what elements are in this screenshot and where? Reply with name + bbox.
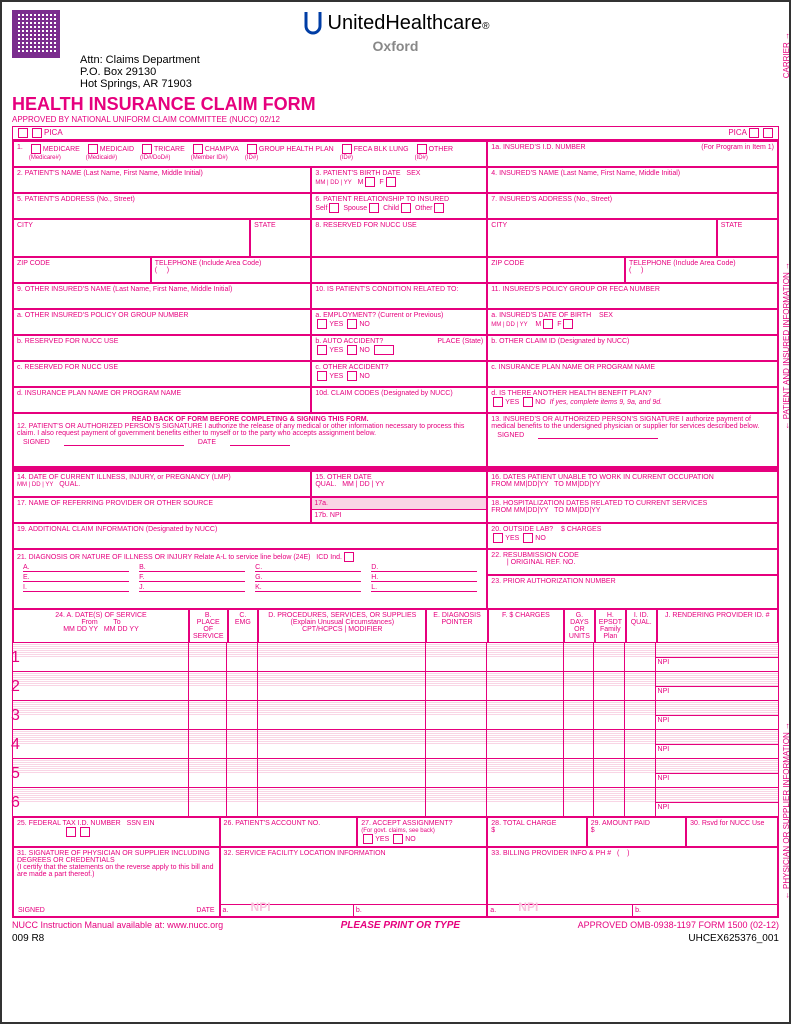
box-25[interactable]: 25. FEDERAL TAX I.D. NUMBER SSN EIN <box>13 817 220 847</box>
footer-code: UHCEX625376_001 <box>688 933 779 944</box>
box-9b: b. RESERVED FOR NUCC USE <box>13 335 311 361</box>
box-10d[interactable]: 10d. CLAIM CODES (Designated by NUCC) <box>311 387 487 413</box>
cb-medicaid[interactable] <box>88 144 98 154</box>
box-8: 8. RESERVED FOR NUCC USE <box>311 219 487 257</box>
box-5-state[interactable]: STATE <box>250 219 311 257</box>
box-14[interactable]: 14. DATE OF CURRENT ILLNESS, INJURY, or … <box>13 471 311 497</box>
box-3: 3. PATIENT'S BIRTH DATE SEX MM | DD | YY… <box>311 167 487 193</box>
h-24j: J. RENDERING PROVIDER ID. # <box>657 609 778 643</box>
claim-form-page: CARRIER → ← PATIENT AND INSURED INFORMAT… <box>0 0 791 1024</box>
box-5-city[interactable]: CITY <box>13 219 250 257</box>
box-19[interactable]: 19. ADDITIONAL CLAIM INFORMATION (Design… <box>13 523 487 549</box>
cb-group[interactable] <box>247 144 257 154</box>
box-22[interactable]: 22. RESUBMISSION CODE | ORIGINAL REF. NO… <box>487 549 778 575</box>
cb-feca[interactable] <box>342 144 352 154</box>
box-4[interactable]: 4. INSURED'S NAME (Last Name, First Name… <box>487 167 778 193</box>
box-16[interactable]: 16. DATES PATIENT UNABLE TO WORK IN CURR… <box>487 471 778 497</box>
h-24d: D. PROCEDURES, SERVICES, OR SUPPLIES(Exp… <box>258 609 426 643</box>
box-11d: d. IS THERE ANOTHER HEALTH BENEFIT PLAN?… <box>487 387 778 413</box>
box-7-tel[interactable]: TELEPHONE (Include Area Code)( ) <box>625 257 778 283</box>
box-31[interactable]: 31. SIGNATURE OF PHYSICIAN OR SUPPLIER I… <box>13 847 220 917</box>
footer-omb: APPROVED OMB-0938-1197 FORM 1500 (02-12) <box>578 920 779 931</box>
box-2[interactable]: 2. PATIENT'S NAME (Last Name, First Name… <box>13 167 311 193</box>
box-10a: a. EMPLOYMENT? (Current or Previous) YES… <box>311 309 487 335</box>
box-12: READ BACK OF FORM BEFORE COMPLETING & SI… <box>13 413 487 467</box>
box-10b: b. AUTO ACCIDENT? PLACE (State) YES NO <box>311 335 487 361</box>
box-17[interactable]: 17. NAME OF REFERRING PROVIDER OR OTHER … <box>13 497 311 523</box>
box-7-state[interactable]: STATE <box>717 219 778 257</box>
box-33[interactable]: 33. BILLING PROVIDER INFO & PH # ( ) a.N… <box>487 847 778 917</box>
h-24b: B. PLACE OF SERVICE <box>189 609 228 643</box>
mailing-address: Attn: Claims DepartmentP.O. Box 29130Hot… <box>80 54 731 90</box>
h-24a: 24. A. DATE(S) OF SERVICEFrom To MM DD Y… <box>13 609 189 643</box>
footer-print: PLEASE PRINT OR TYPE <box>341 920 460 931</box>
h-24f: F. $ CHARGES <box>488 609 565 643</box>
box-11[interactable]: 11. INSURED'S POLICY GROUP OR FECA NUMBE… <box>487 283 778 309</box>
h-24e: E. DIAGNOSIS POINTER <box>426 609 487 643</box>
box-18[interactable]: 18. HOSPITALIZATION DATES RELATED TO CUR… <box>487 497 778 523</box>
side-carrier: CARRIER → <box>782 32 791 78</box>
form-title: HEALTH INSURANCE CLAIM FORM <box>12 94 779 115</box>
cb-tricare[interactable] <box>142 144 152 154</box>
box-29[interactable]: 29. AMOUNT PAID$ <box>587 817 686 847</box>
box-10: 10. IS PATIENT'S CONDITION RELATED TO: <box>311 283 487 309</box>
service-line-3[interactable]: NPI <box>13 701 778 730</box>
box-1: 1. MEDICARE(Medicare#) MEDICAID(Medicaid… <box>13 141 487 167</box>
box-5-tel[interactable]: TELEPHONE (Include Area Code)( ) <box>151 257 312 283</box>
box-9d[interactable]: d. INSURANCE PLAN NAME OR PROGRAM NAME <box>13 387 311 413</box>
service-lines: 1NPI2NPI3NPI4NPI5NPI6NPI <box>12 643 779 817</box>
h-24i: I. ID. QUAL. <box>626 609 657 643</box>
brand-sub: Oxford <box>60 38 731 54</box>
footer-rev: 009 R8 <box>12 933 44 944</box>
service-line-6[interactable]: NPI <box>13 788 778 817</box>
cb-champva[interactable] <box>193 144 203 154</box>
form-approved: APPROVED BY NATIONAL UNIFORM CLAIM COMMI… <box>12 115 779 124</box>
box-21[interactable]: 21. DIAGNOSIS OR NATURE OF ILLNESS OR IN… <box>13 549 487 609</box>
box-1a: 1a. INSURED'S I.D. NUMBER(For Program in… <box>487 141 778 167</box>
box-10c: c. OTHER ACCIDENT? YES NO <box>311 361 487 387</box>
box-26[interactable]: 26. PATIENT'S ACCOUNT NO. <box>220 817 358 847</box>
box-17ab[interactable]: 17a. 17b. NPI <box>311 497 487 523</box>
service-line-5[interactable]: NPI <box>13 759 778 788</box>
box-5-zip[interactable]: ZIP CODE <box>13 257 151 283</box>
footer-nucc: NUCC Instruction Manual available at: ww… <box>12 920 223 931</box>
h-24c: C. EMG <box>228 609 259 643</box>
box-7-city[interactable]: CITY <box>487 219 717 257</box>
box-15[interactable]: 15. OTHER DATEQUAL. MM | DD | YY <box>311 471 487 497</box>
h-24g: G. DAYS OR UNITS <box>564 609 595 643</box>
box-28[interactable]: 28. TOTAL CHARGE$ <box>487 817 586 847</box>
box-13: 13. INSURED'S OR AUTHORIZED PERSON'S SIG… <box>487 413 778 467</box>
box-30: 30. Rsvd for NUCC Use <box>686 817 778 847</box>
box-9a[interactable]: a. OTHER INSURED'S POLICY OR GROUP NUMBE… <box>13 309 311 335</box>
box-9c: c. RESERVED FOR NUCC USE <box>13 361 311 387</box>
box-7-addr[interactable]: 7. INSURED'S ADDRESS (No., Street) <box>487 193 778 219</box>
cb-medicare[interactable] <box>31 144 41 154</box>
box-27: 27. ACCEPT ASSIGNMENT?(For govt. claims,… <box>357 817 487 847</box>
box-11b[interactable]: b. OTHER CLAIM ID (Designated by NUCC) <box>487 335 778 361</box>
box-20: 20. OUTSIDE LAB? $ CHARGES YES NO <box>487 523 778 549</box>
box-5-addr[interactable]: 5. PATIENT'S ADDRESS (No., Street) <box>13 193 311 219</box>
side-patient: ← PATIENT AND INSURED INFORMATION → <box>782 262 791 429</box>
cb-other[interactable] <box>417 144 427 154</box>
box-9[interactable]: 9. OTHER INSURED'S NAME (Last Name, Firs… <box>13 283 311 309</box>
box-23[interactable]: 23. PRIOR AUTHORIZATION NUMBER <box>487 575 778 609</box>
box-32[interactable]: 32. SERVICE FACILITY LOCATION INFORMATIO… <box>220 847 488 917</box>
box-11a: a. INSURED'S DATE OF BIRTH SEX MM | DD |… <box>487 309 778 335</box>
h-24h: H. EPSDT Family Plan <box>595 609 626 643</box>
side-supplier: ← PHYSICIAN OR SUPPLIER INFORMATION → <box>782 722 791 899</box>
pica-row: PICA PICA <box>12 126 779 140</box>
service-line-4[interactable]: NPI <box>13 730 778 759</box>
qr-code <box>12 10 60 58</box>
box-6: 6. PATIENT RELATIONSHIP TO INSURED Self … <box>311 193 487 219</box>
box-11c[interactable]: c. INSURANCE PLAN NAME OR PROGRAM NAME <box>487 361 778 387</box>
service-line-1[interactable]: NPI <box>13 643 778 672</box>
brand-logo: UnitedHealthcare® <box>302 10 490 36</box>
box-7-zip[interactable]: ZIP CODE <box>487 257 625 283</box>
service-line-2[interactable]: NPI <box>13 672 778 701</box>
